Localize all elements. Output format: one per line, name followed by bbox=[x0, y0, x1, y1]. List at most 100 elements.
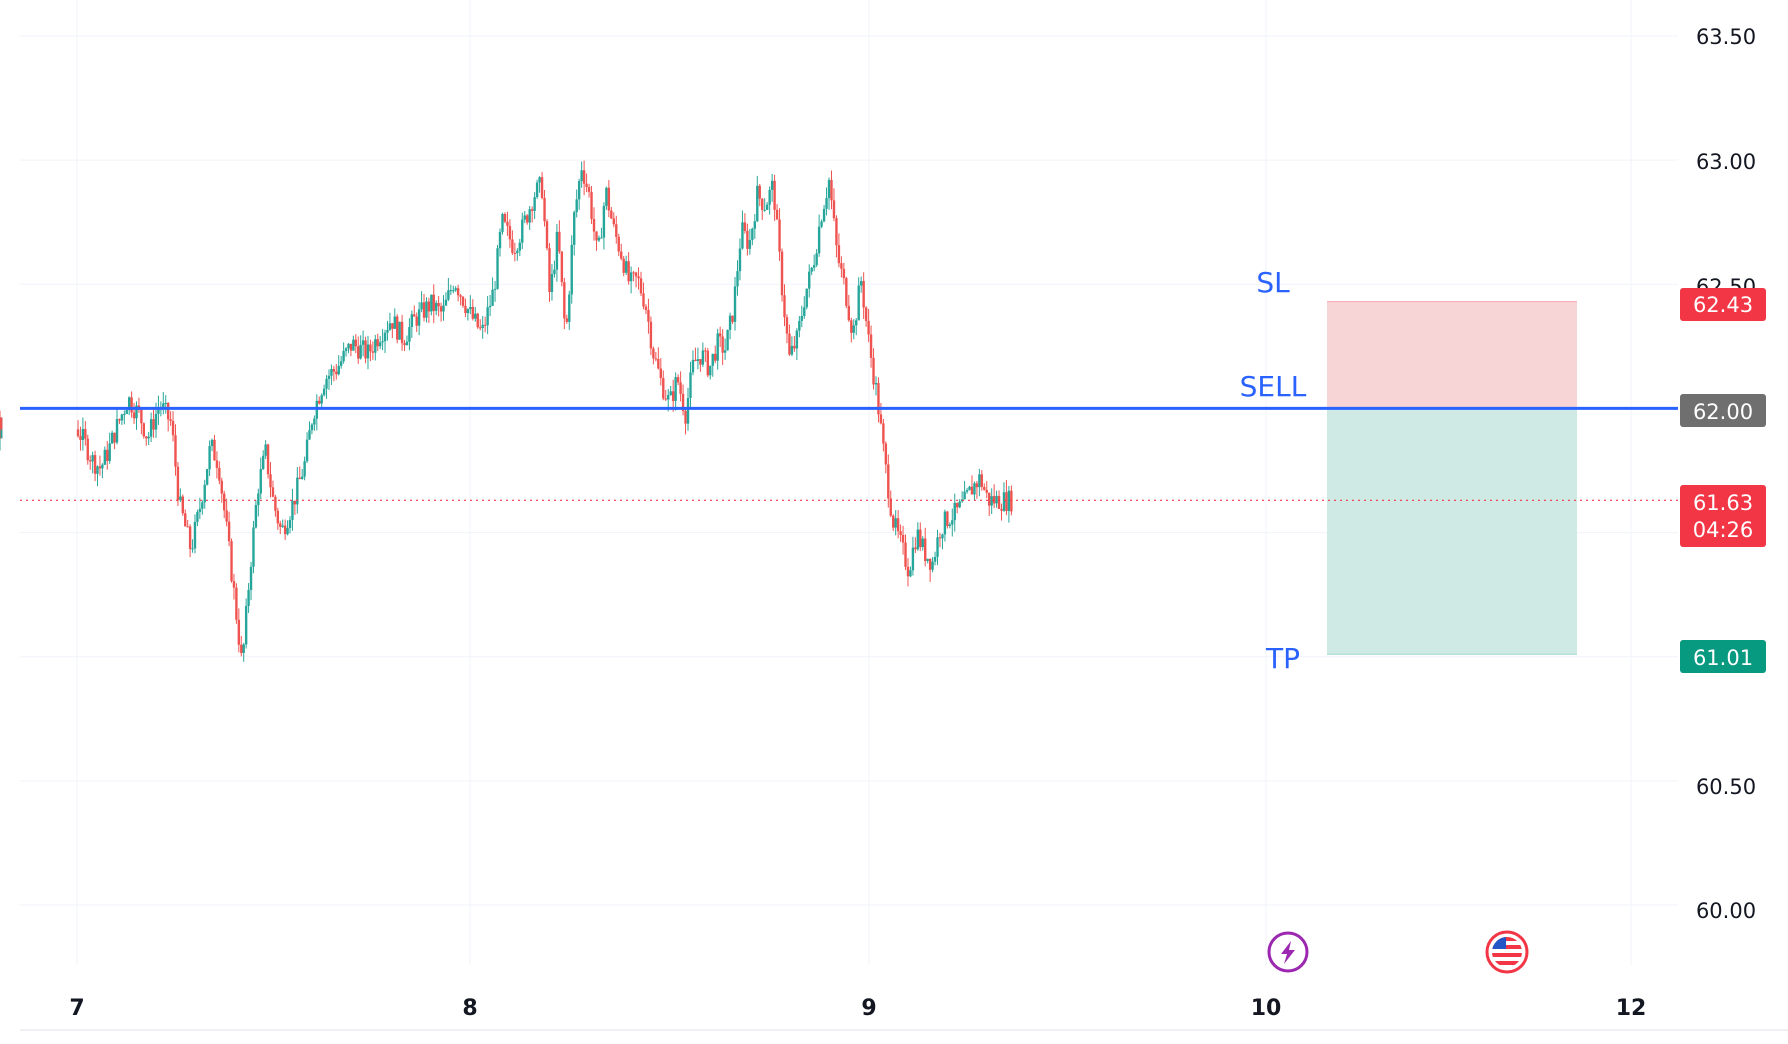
candle-body bbox=[417, 309, 421, 326]
candle-body bbox=[166, 402, 170, 420]
candlestick-series[interactable] bbox=[0, 160, 1013, 662]
candle-body bbox=[415, 316, 418, 326]
candle-body bbox=[437, 302, 440, 307]
candle-body bbox=[975, 483, 979, 488]
candle-body bbox=[770, 180, 774, 190]
candle-body bbox=[242, 644, 245, 653]
candle-body bbox=[408, 327, 411, 342]
candle-body bbox=[327, 375, 331, 379]
candle-body bbox=[339, 361, 343, 366]
candle-body bbox=[738, 248, 742, 272]
candle-body bbox=[142, 423, 146, 437]
candle-body bbox=[405, 341, 409, 346]
candle-body bbox=[464, 305, 467, 314]
candle-body bbox=[798, 320, 801, 331]
us-flag-icon[interactable] bbox=[1485, 930, 1529, 974]
candle-body bbox=[931, 561, 934, 570]
sl-price-tag-text: 62.43 bbox=[1693, 293, 1753, 317]
candle-body bbox=[1010, 490, 1013, 512]
candle-body bbox=[147, 436, 150, 439]
candle-body bbox=[342, 351, 345, 362]
candle-body bbox=[471, 307, 474, 319]
candle-body bbox=[535, 182, 539, 198]
candle-body bbox=[943, 511, 947, 535]
candle-body bbox=[610, 210, 613, 219]
candle-body bbox=[587, 186, 591, 193]
candle-body bbox=[924, 538, 927, 561]
candle-body bbox=[956, 502, 959, 508]
candle-body bbox=[874, 383, 878, 385]
candle-body bbox=[946, 511, 949, 526]
candle-body bbox=[203, 484, 206, 503]
candle-body bbox=[456, 288, 460, 296]
candle-body bbox=[152, 419, 155, 430]
candle-body bbox=[1005, 492, 1008, 512]
candle-body bbox=[761, 198, 764, 210]
candle-body bbox=[741, 222, 744, 249]
price-axis[interactable]: 63.50 63.00 62.50 60.50 60.00 bbox=[1696, 25, 1756, 923]
candle-body bbox=[855, 320, 858, 326]
candle-body bbox=[743, 222, 747, 231]
candle-body bbox=[506, 221, 509, 226]
candle-body bbox=[575, 199, 578, 213]
candle-body bbox=[254, 505, 258, 528]
candle-body bbox=[615, 224, 618, 237]
candle-body bbox=[681, 393, 685, 412]
candle-body bbox=[435, 302, 438, 311]
candle-body bbox=[513, 252, 517, 254]
candle-body bbox=[286, 527, 289, 535]
candle-body bbox=[644, 306, 648, 310]
candle-body bbox=[577, 181, 581, 200]
time-axis[interactable]: 7 8 9 10 12 bbox=[20, 996, 1788, 1031]
candle-body bbox=[511, 239, 514, 253]
candle-body bbox=[335, 371, 338, 375]
candle-body bbox=[790, 345, 794, 355]
candle-body bbox=[862, 281, 865, 308]
candle-body bbox=[247, 589, 250, 606]
candle-body bbox=[359, 344, 362, 359]
candle-body bbox=[990, 496, 993, 506]
candle-body bbox=[808, 271, 811, 289]
candle-body bbox=[600, 237, 603, 239]
candle-body bbox=[476, 313, 479, 328]
candle-body bbox=[565, 318, 568, 322]
candle-body bbox=[936, 537, 939, 557]
candle-body bbox=[101, 464, 104, 469]
candle-body bbox=[420, 302, 423, 310]
candle-body bbox=[422, 302, 426, 318]
candle-body bbox=[674, 377, 677, 401]
candle-body bbox=[349, 343, 353, 351]
candle-body bbox=[822, 208, 826, 222]
candle-body bbox=[778, 219, 781, 252]
candle-body bbox=[466, 309, 470, 314]
candle-body bbox=[425, 301, 428, 318]
take-profit-zone[interactable] bbox=[1327, 408, 1577, 655]
candle-body bbox=[595, 231, 598, 241]
candle-body bbox=[585, 183, 588, 187]
candle-body bbox=[887, 464, 890, 499]
candle-body bbox=[803, 307, 806, 316]
candle-body bbox=[958, 501, 961, 508]
candle-body bbox=[257, 493, 260, 506]
event-markers[interactable] bbox=[1267, 930, 1529, 974]
candle-body bbox=[208, 446, 211, 470]
candle-body bbox=[706, 350, 710, 376]
lightning-icon[interactable] bbox=[1267, 931, 1309, 973]
candle-body bbox=[825, 198, 828, 209]
candle-body bbox=[560, 251, 564, 283]
candle-body bbox=[266, 444, 270, 475]
candle-body bbox=[679, 382, 682, 394]
candle-body bbox=[911, 547, 915, 571]
candle-body bbox=[454, 288, 457, 291]
candle-body bbox=[553, 269, 556, 275]
candle-body bbox=[118, 419, 121, 421]
candle-body bbox=[728, 315, 732, 330]
candle-body bbox=[904, 542, 907, 567]
stop-loss-zone[interactable] bbox=[1327, 301, 1577, 409]
candle-body bbox=[293, 500, 297, 505]
candle-body bbox=[602, 205, 606, 238]
candle-body bbox=[751, 228, 754, 241]
candle-body bbox=[973, 483, 976, 495]
